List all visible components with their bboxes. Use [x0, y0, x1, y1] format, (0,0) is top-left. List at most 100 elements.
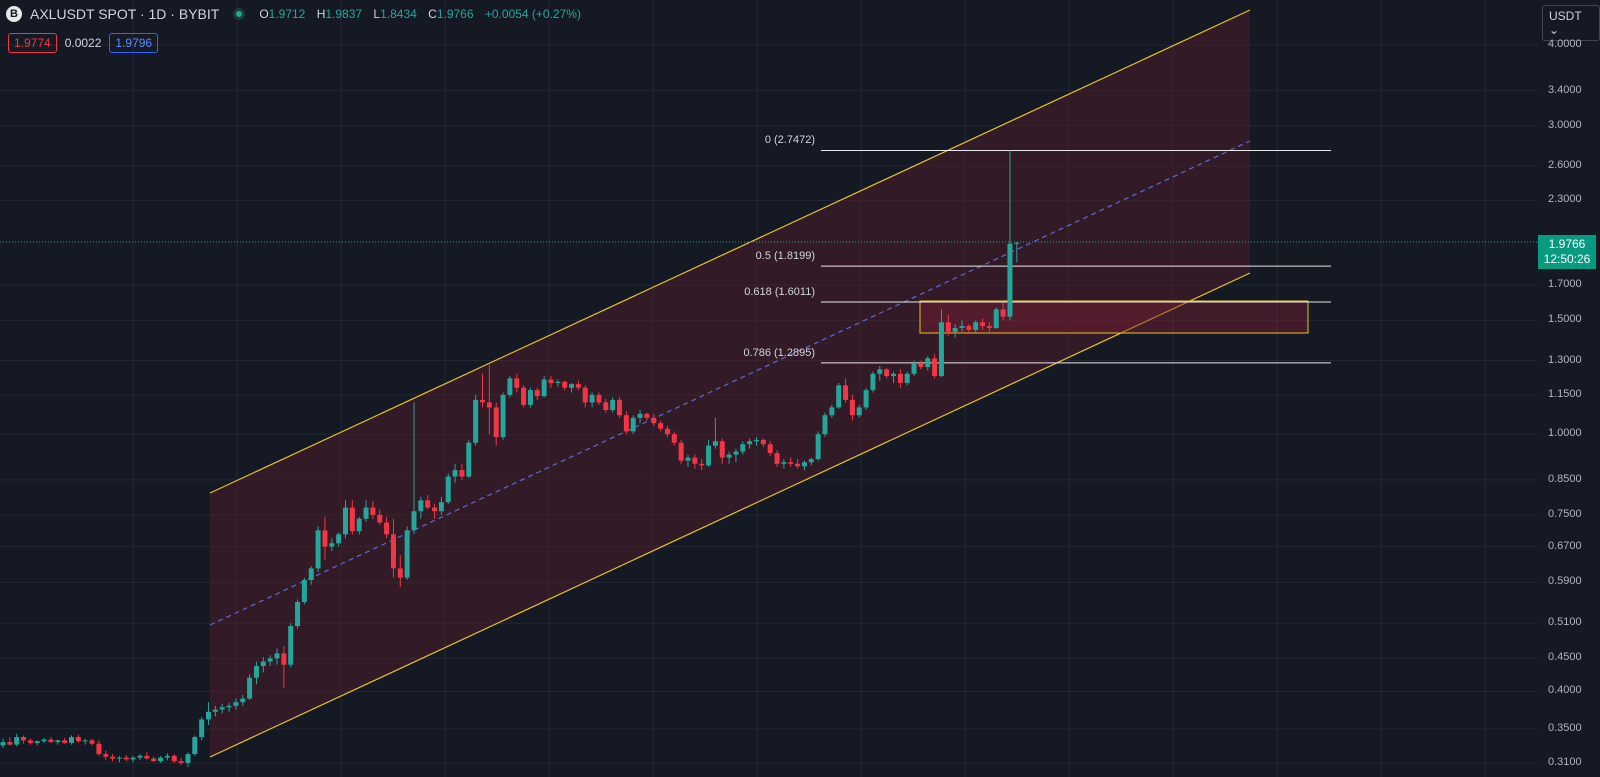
candle-body — [507, 378, 513, 395]
candle-body — [911, 363, 917, 374]
candle-body — [849, 399, 855, 416]
ohlc-values: O1.9712 H1.9837 L1.8434 C1.9766 +0.0054 … — [259, 7, 581, 21]
candle-body — [952, 327, 958, 332]
candle-body — [699, 463, 705, 466]
candle-body — [658, 423, 664, 429]
price-axis-label: 3.0000 — [1548, 118, 1582, 131]
candle-body — [986, 326, 992, 328]
candle-body — [240, 698, 246, 703]
candle-body — [390, 534, 396, 569]
candle-body — [801, 462, 807, 467]
candle-body — [89, 740, 95, 744]
candle-body — [973, 322, 979, 330]
candle-body — [692, 457, 698, 464]
symbol-title[interactable]: AXLUSDT SPOT · 1D · BYBIT — [30, 6, 220, 22]
close-value: 1.9766 — [436, 7, 474, 21]
candle-body — [603, 402, 609, 411]
price-axis-label: 0.8500 — [1548, 472, 1582, 485]
candle-body — [541, 379, 547, 397]
price-axis-label: 1.1500 — [1548, 387, 1582, 400]
candle-body — [856, 407, 862, 416]
candle-body — [569, 384, 575, 388]
candle-body — [82, 740, 88, 742]
candle-body — [548, 379, 554, 384]
price-axis-label: 0.3100 — [1548, 756, 1582, 768]
candle-body — [959, 326, 965, 328]
high-value: 1.9837 — [325, 7, 363, 21]
candle-body — [1014, 242, 1020, 244]
candle-body — [493, 407, 499, 438]
candle-body — [843, 385, 849, 400]
low-value: 1.8434 — [380, 7, 417, 21]
candle-body — [617, 399, 622, 416]
candle-body — [253, 665, 259, 678]
candle-body — [185, 754, 191, 763]
channel-lower-line[interactable] — [209, 272, 1251, 758]
candle-body — [877, 369, 883, 374]
candle-body — [610, 399, 616, 411]
candle-body — [308, 568, 314, 580]
price-axis-label: 1.3000 — [1548, 353, 1582, 366]
candle-body — [144, 755, 150, 759]
candle-body — [685, 457, 691, 461]
candle-body — [171, 755, 177, 762]
buy-price-button[interactable]: 1.9796 — [109, 33, 159, 53]
candle-body — [966, 326, 972, 330]
candle-body — [164, 755, 170, 758]
candle-body — [726, 454, 732, 458]
candle-body — [637, 413, 643, 418]
candle-body — [34, 741, 40, 743]
candle-body — [363, 507, 369, 519]
candle-body — [815, 434, 821, 460]
candle-body — [62, 740, 68, 743]
candle-body — [589, 394, 595, 403]
candle-body — [630, 417, 636, 432]
candle-body — [466, 442, 472, 477]
candle-body — [870, 373, 876, 391]
candle-body — [219, 707, 225, 710]
candle-body — [452, 470, 458, 477]
candle-body — [740, 444, 746, 452]
candle-body — [671, 434, 677, 443]
fib-level-label: 0.5 (1.8199) — [755, 250, 815, 263]
candle-body — [767, 444, 773, 454]
channel-median-line[interactable] — [209, 140, 1251, 626]
candle-body — [445, 476, 451, 503]
candle-body — [48, 739, 54, 743]
fib-zone-rectangle[interactable] — [919, 300, 1309, 334]
candle-body — [555, 381, 561, 384]
candle-body — [432, 507, 438, 512]
candle-body — [945, 322, 951, 332]
candle-body — [980, 322, 986, 327]
fib-retracement[interactable] — [821, 149, 1331, 364]
bybit-logo-icon: B — [6, 6, 22, 22]
candle-body — [754, 439, 759, 442]
candle-body — [103, 754, 109, 757]
candle-body — [343, 507, 348, 535]
candle-body — [281, 653, 287, 665]
price-axis-label: 0.3500 — [1548, 721, 1582, 734]
channel-upper-line[interactable] — [209, 9, 1251, 494]
price-axis-label: 0.6700 — [1548, 539, 1582, 552]
candle-body — [178, 761, 184, 763]
candle-body — [288, 626, 294, 665]
price-axis-label: 0.5900 — [1548, 575, 1582, 588]
candle-body — [925, 358, 931, 368]
candle-body — [678, 442, 684, 461]
sell-price-button[interactable]: 1.9774 — [8, 33, 57, 53]
candle-body — [349, 507, 355, 532]
candle-body — [500, 394, 506, 438]
candle-body — [747, 441, 753, 445]
currency-selector[interactable]: USDT ⌄ — [1542, 5, 1600, 41]
candle-body — [260, 661, 266, 666]
candle-body — [897, 373, 903, 384]
candles-group — [0, 150, 1020, 767]
candle-body — [884, 369, 890, 377]
candle-body — [863, 390, 869, 408]
candle-body — [192, 737, 198, 755]
candle-body — [425, 500, 431, 508]
candle-body — [938, 322, 944, 377]
parallel-channel[interactable] — [209, 9, 1251, 758]
market-open-status-icon — [233, 8, 246, 20]
